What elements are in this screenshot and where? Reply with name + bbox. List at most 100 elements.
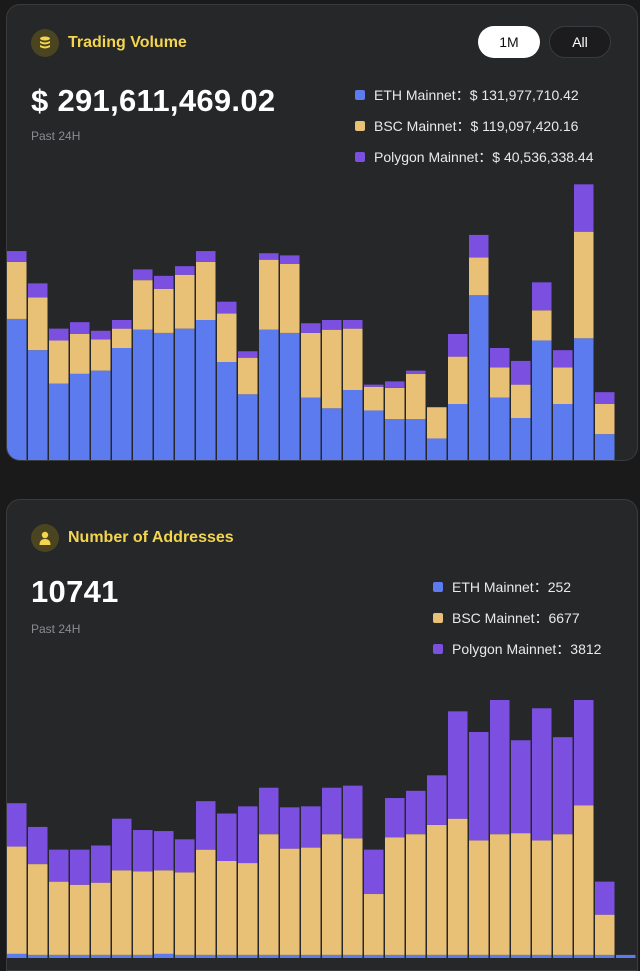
volume-bar-polygon-26	[532, 282, 552, 311]
volume-bar-polygon-20	[406, 370, 426, 374]
range-all-button[interactable]: All	[549, 26, 611, 58]
addr-legend-swatch-eth	[433, 581, 443, 592]
addresses-bar-bsc-18	[364, 894, 384, 955]
addresses-bar-bsc-29	[595, 914, 615, 955]
volume-bar-polygon-12	[238, 351, 258, 358]
addresses-bar-eth-20	[406, 954, 426, 958]
addresses-bar-bsc-1	[7, 846, 27, 954]
addresses-period: Past 24H	[31, 622, 81, 636]
addresses-chart	[7, 700, 636, 958]
addresses-bar-bsc-3	[49, 881, 69, 955]
addresses-bar-polygon-29	[595, 881, 615, 915]
volume-bar-eth-5	[91, 370, 111, 460]
legend-item-bsc: BSC Mainnet： $ 119,097,420.16	[355, 110, 594, 141]
volume-bar-bsc-26	[532, 310, 552, 341]
addresses-bar-bsc-25	[511, 833, 531, 955]
addresses-bar-polygon-16	[322, 787, 342, 835]
addresses-bar-polygon-15	[301, 806, 321, 848]
volume-bar-polygon-29	[595, 392, 615, 404]
addr-legend-swatch-bsc	[433, 612, 443, 623]
volume-bar-bsc-25	[511, 384, 531, 418]
addr-legend-item-polygon: Polygon Mainnet： 3812	[433, 633, 601, 664]
volume-bar-eth-20	[406, 419, 426, 460]
volume-bar-eth-3	[49, 383, 69, 460]
addresses-card: Number of Addresses 10741 Past 24H ETH M…	[6, 499, 638, 971]
addresses-bar-bsc-8	[154, 870, 174, 954]
addresses-bar-eth-11	[217, 954, 237, 958]
legend-label-bsc: BSC Mainnet：	[374, 117, 471, 134]
addresses-bar-eth-4	[70, 954, 90, 958]
volume-bar-bsc-20	[406, 373, 426, 420]
addresses-bar-eth-22	[448, 954, 468, 958]
volume-bar-polygon-25	[511, 360, 531, 385]
volume-bar-bsc-18	[364, 386, 384, 411]
volume-bar-eth-1	[7, 318, 27, 460]
volume-bar-eth-15	[301, 397, 321, 460]
addresses-bar-eth-21	[427, 954, 447, 958]
volume-bar-eth-17	[343, 390, 363, 460]
user-icon	[31, 524, 59, 552]
addresses-bar-bsc-6	[112, 870, 132, 955]
legend-value-polygon: $ 40,536,338.44	[492, 148, 594, 165]
addresses-bar-eth-7	[133, 954, 153, 958]
addresses-bar-bsc-23	[469, 840, 489, 955]
volume-bar-polygon-28	[574, 184, 594, 232]
addresses-bar-polygon-12	[238, 806, 258, 864]
legend-swatch-polygon	[355, 151, 365, 162]
addresses-bar-eth-12	[238, 954, 258, 958]
trading-volume-legend: ETH Mainnet： $ 131,977,710.42 BSC Mainne…	[355, 79, 594, 172]
volume-bar-polygon-24	[490, 348, 510, 368]
volume-bar-bsc-5	[91, 339, 111, 371]
addresses-bar-eth-10	[196, 954, 216, 958]
addresses-bar-bsc-11	[217, 860, 237, 955]
volume-bar-bsc-15	[301, 332, 321, 398]
addresses-bar-eth-1	[7, 953, 27, 958]
addresses-bar-eth-13	[259, 954, 279, 958]
addresses-bar-eth-9	[175, 954, 195, 958]
addresses-bar-bsc-26	[532, 840, 552, 955]
volume-bar-bsc-7	[133, 280, 153, 330]
volume-bar-polygon-5	[91, 330, 111, 340]
addresses-bar-eth-2	[28, 954, 48, 958]
addresses-bar-polygon-14	[280, 807, 300, 849]
volume-bar-bsc-2	[28, 297, 48, 351]
addr-legend-label-eth: ETH Mainnet：	[452, 578, 548, 595]
range-1m-button[interactable]: 1M	[478, 26, 540, 58]
addresses-bar-bsc-13	[259, 834, 279, 955]
volume-bar-polygon-2	[28, 283, 48, 298]
volume-bar-bsc-14	[280, 264, 300, 333]
volume-bar-eth-25	[511, 418, 531, 460]
volume-bar-eth-18	[364, 410, 384, 460]
addresses-legend: ETH Mainnet： 252 BSC Mainnet： 6677 Polyg…	[433, 571, 601, 664]
addresses-bar-polygon-19	[385, 798, 405, 838]
addresses-bar-bsc-20	[406, 834, 426, 955]
volume-bar-polygon-8	[154, 275, 174, 289]
addresses-bar-polygon-11	[217, 813, 237, 861]
volume-bar-polygon-1	[7, 251, 27, 262]
volume-bar-polygon-18	[364, 384, 384, 387]
volume-bar-polygon-4	[70, 322, 90, 334]
volume-bar-eth-23	[469, 295, 489, 460]
volume-bar-eth-22	[448, 404, 468, 460]
addresses-bar-eth-28	[574, 954, 594, 958]
addresses-bar-polygon-20	[406, 790, 426, 835]
addresses-bar-bsc-28	[574, 805, 594, 955]
addr-legend-label-polygon: Polygon Mainnet：	[452, 640, 571, 657]
addresses-bar-bsc-5	[91, 882, 111, 955]
addresses-bar-eth-14	[280, 954, 300, 958]
addresses-bar-polygon-13	[259, 787, 279, 835]
addresses-bar-eth-29	[595, 954, 615, 958]
volume-bar-eth-6	[112, 348, 132, 460]
volume-bar-bsc-13	[259, 259, 279, 330]
volume-bar-eth-12	[238, 394, 258, 460]
volume-bar-bsc-23	[469, 257, 489, 296]
addresses-bar-polygon-4	[70, 849, 90, 885]
volume-bar-bsc-9	[175, 274, 195, 329]
volume-bar-polygon-9	[175, 266, 195, 275]
addresses-bar-eth-18	[364, 954, 384, 958]
addresses-bar-eth-30	[616, 954, 636, 958]
addresses-bar-polygon-18	[364, 849, 384, 895]
addresses-bar-polygon-7	[133, 830, 153, 872]
volume-bar-bsc-27	[553, 367, 573, 404]
addresses-bar-bsc-2	[28, 864, 48, 955]
